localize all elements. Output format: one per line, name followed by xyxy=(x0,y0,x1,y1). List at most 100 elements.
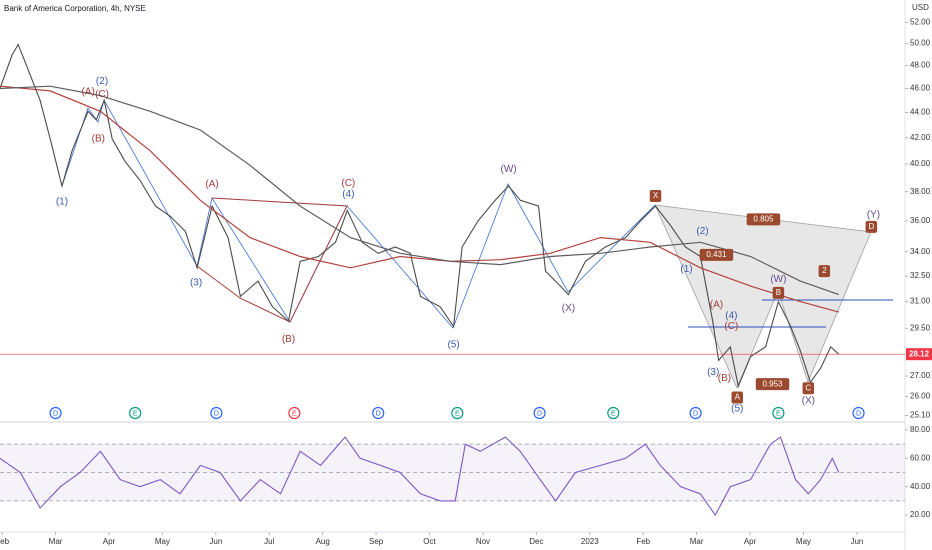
pattern-box-label: 0.431 xyxy=(706,250,727,259)
y-tick-label: 48.00 xyxy=(910,61,931,70)
wave-label: (C) xyxy=(95,89,109,100)
pattern-box xyxy=(865,220,878,233)
y-tick-label: 44.00 xyxy=(910,108,931,117)
y-tick-label: 46.00 xyxy=(910,84,931,93)
event-icon xyxy=(129,406,142,420)
wave-label: (4) xyxy=(342,189,354,200)
x-tick-label: May xyxy=(155,537,170,546)
wave-label: (5) xyxy=(731,404,743,415)
price-line xyxy=(0,43,840,389)
pattern-box xyxy=(649,189,662,202)
pattern-box-label: C xyxy=(805,383,811,392)
event-label: E xyxy=(292,410,297,417)
event-label: D xyxy=(376,410,381,417)
rsi-line xyxy=(0,436,840,517)
event-icon xyxy=(49,406,62,420)
event-label: D xyxy=(537,410,542,417)
rsi-tick-label: 20.00 xyxy=(910,510,931,519)
pattern-box xyxy=(755,378,790,391)
wave-label: (3) xyxy=(190,277,202,288)
wave-label: (A) xyxy=(710,300,723,311)
pattern-box-label: X xyxy=(653,191,659,200)
y-tick-label: 38.00 xyxy=(910,187,931,196)
pattern-box-label: 2 xyxy=(822,266,827,275)
event-label: D xyxy=(693,410,698,417)
wave-label: (X) xyxy=(802,395,815,406)
y-tick-label: 31.00 xyxy=(910,297,931,306)
pattern-box-label: A xyxy=(735,393,741,402)
pattern-box xyxy=(746,213,781,226)
wave-label: (B) xyxy=(718,373,731,384)
wave-label: (1) xyxy=(56,196,68,207)
pattern-box xyxy=(699,248,734,261)
event-icon xyxy=(689,406,702,420)
pattern-box-label: 0.805 xyxy=(753,214,774,223)
wave-label: (C) xyxy=(341,178,355,189)
y-tick-label: 25.10 xyxy=(910,411,931,420)
event-icon xyxy=(533,406,546,420)
chart-title: Bank of America Corporation, 4h, NYSE xyxy=(4,4,146,13)
last-price-box xyxy=(906,348,932,361)
wave-label: (B) xyxy=(92,134,105,145)
event-label: E xyxy=(776,410,781,417)
wave-label: (1) xyxy=(680,264,692,275)
x-tick-label: Jul xyxy=(264,537,274,546)
last-price-label: 28.12 xyxy=(909,349,930,358)
event-label: E xyxy=(133,410,138,417)
wave-label: (Y) xyxy=(867,210,880,221)
rsi-tick-label: 40.00 xyxy=(910,482,931,491)
event-icon xyxy=(372,406,385,420)
correction-lines xyxy=(196,197,348,323)
x-tick-label: Apr xyxy=(744,537,757,546)
wave-label: (4) xyxy=(725,310,737,321)
rsi-tick-label: 60.00 xyxy=(910,453,931,462)
y-tick-label: 36.00 xyxy=(910,216,931,225)
wave-label: (B) xyxy=(282,334,295,345)
pattern-box xyxy=(818,265,831,278)
axis-unit: USD xyxy=(912,3,929,12)
event-icon xyxy=(607,406,620,420)
moving-average xyxy=(0,85,839,296)
event-icon xyxy=(852,406,865,420)
y-tick-label: 50.00 xyxy=(910,39,931,48)
x-tick-label: Sep xyxy=(369,537,384,546)
y-tick-label: 32.50 xyxy=(910,271,931,280)
pattern-box xyxy=(772,286,785,299)
wave-label: (2) xyxy=(96,76,108,87)
wave-label: (X) xyxy=(562,303,575,314)
y-tick-label: 29.50 xyxy=(910,323,931,332)
event-label: D xyxy=(856,410,861,417)
event-icon xyxy=(288,406,301,420)
pattern-box-label: 0.953 xyxy=(762,379,783,388)
pattern-box-label: B xyxy=(776,288,781,297)
rsi-tick-label: 80.00 xyxy=(910,425,931,434)
event-icon xyxy=(210,406,223,420)
event-label: D xyxy=(214,410,219,417)
moving-average xyxy=(0,85,839,313)
y-tick-label: 52.00 xyxy=(910,17,931,26)
event-label: E xyxy=(611,410,616,417)
pattern-box xyxy=(731,391,743,404)
wave-label: (C) xyxy=(724,321,738,332)
pattern-box-label: D xyxy=(868,222,874,231)
x-tick-label: Dec xyxy=(529,537,543,546)
wave-label: (W) xyxy=(501,164,517,175)
x-tick-label: Jun xyxy=(209,537,222,546)
x-tick-label: Feb xyxy=(636,537,650,546)
wave-label: (A) xyxy=(205,179,218,190)
event-label: D xyxy=(53,410,58,417)
x-tick-label: Feb xyxy=(0,537,10,546)
x-tick-label: Jun xyxy=(850,537,863,546)
x-tick-label: Oct xyxy=(423,537,436,546)
event-icon xyxy=(451,406,464,420)
x-tick-label: Mar xyxy=(690,537,704,546)
event-icon xyxy=(772,406,785,420)
event-label: E xyxy=(455,410,460,417)
x-tick-label: May xyxy=(796,537,811,546)
wave-label: (5) xyxy=(447,340,459,351)
x-tick-label: Apr xyxy=(103,537,116,546)
x-tick-label: 2023 xyxy=(581,537,599,546)
y-tick-label: 42.00 xyxy=(910,133,931,142)
